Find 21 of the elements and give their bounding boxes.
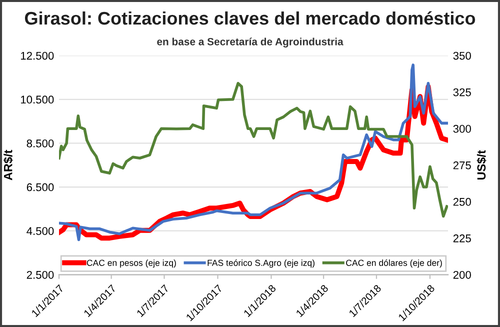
chart-subtitle: en base a Secretaría de Agroindustria xyxy=(157,38,344,48)
y2-tick-label: 200 xyxy=(453,270,471,279)
y2-tick-label: 250 xyxy=(453,198,471,206)
y-tick-label: 4.500 xyxy=(26,227,54,235)
y2-tick-label: 300 xyxy=(453,124,471,133)
y-axis-title: AR$/t xyxy=(3,150,14,180)
y-tick-label: 12.500 xyxy=(21,52,54,60)
line-series xyxy=(59,82,448,218)
legend-label: CAC en pesos (eje izq) xyxy=(86,260,176,268)
legend-label: CAC en dólares (eje der) xyxy=(346,259,442,268)
chart-title: Girasol: Cotizaciones claves del mercado doméstico xyxy=(24,11,476,25)
legend-label: FAS teórico S.Agro (eje izq) xyxy=(208,259,314,268)
y-tick-label: 8.500 xyxy=(26,139,54,148)
y2-tick-label: 275 xyxy=(453,161,471,170)
y-tick-label: 2.500 xyxy=(26,270,54,279)
y2-tick-label: 350 xyxy=(453,52,471,60)
y-tick-label: 10.500 xyxy=(21,96,54,104)
y2-tick-label: 325 xyxy=(453,88,471,96)
y2-axis-title: US$/t xyxy=(476,150,486,180)
y2-tick-label: 225 xyxy=(453,234,471,242)
y-tick-label: 6.500 xyxy=(26,183,54,192)
